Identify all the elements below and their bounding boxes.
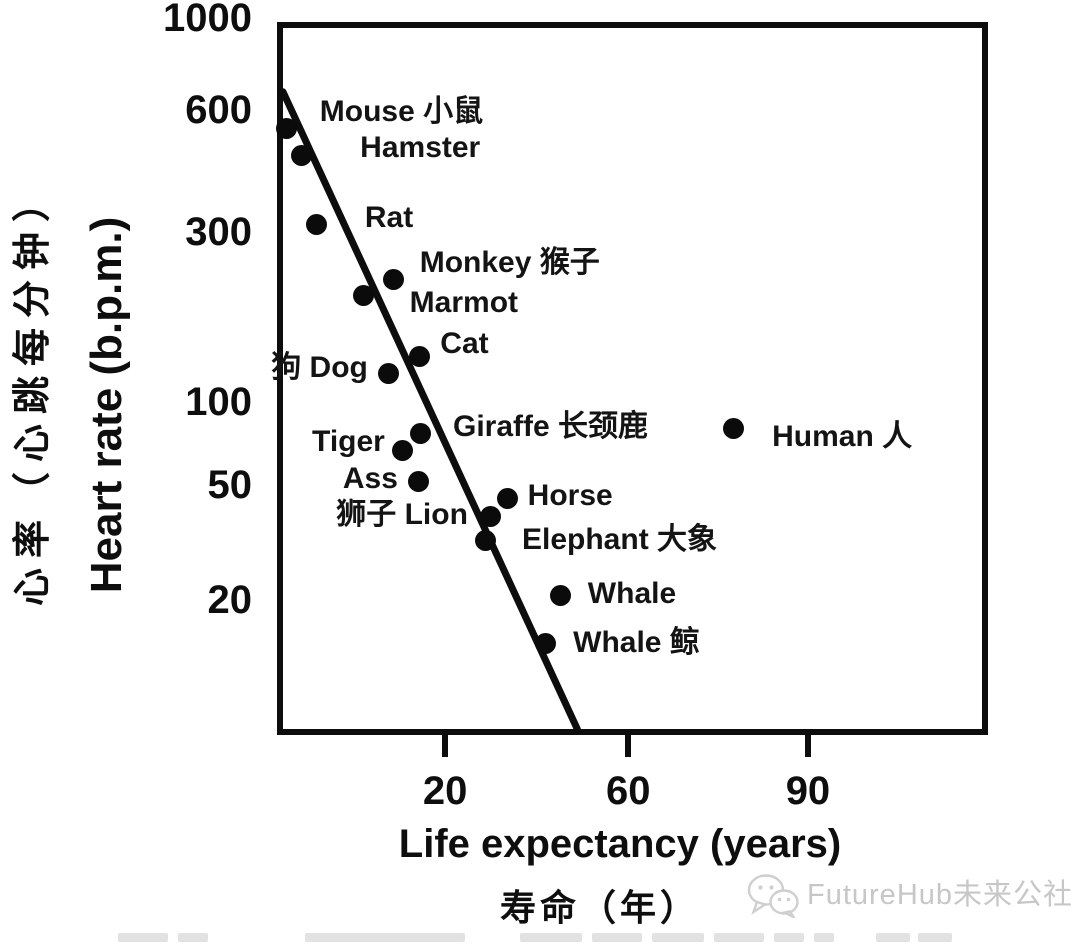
caption-fragment <box>520 933 582 942</box>
data-point-whale <box>535 632 557 654</box>
point-label-tiger: Tiger <box>312 425 385 458</box>
data-point-rat <box>305 214 327 236</box>
point-label-mouse: Mouse 小鼠 <box>319 95 484 129</box>
point-label-giraffe: Giraffe 长颈鹿 <box>453 410 649 444</box>
point-label-cat: Cat <box>440 327 489 361</box>
data-point-mouse <box>275 118 297 140</box>
caption-fragment <box>305 933 465 942</box>
y-tick-label: 600 <box>185 88 252 133</box>
caption-fragment <box>814 933 834 942</box>
point-label-human: Human 人 <box>772 420 913 454</box>
trend-line <box>279 88 581 733</box>
point-label-dog: 狗 Dog <box>271 350 368 384</box>
y-tick-label: 300 <box>185 209 252 254</box>
x-tick-mark <box>442 735 449 757</box>
plot-area: Mouse 小鼠 Hamster Rat Monkey 猴子 Marmot Cat 狗 Do… <box>271 22 988 735</box>
point-label-marmot: Marmot <box>409 286 519 320</box>
watermark-text: FutureHub未来公社 <box>807 879 1074 911</box>
point-label-whale: Whale <box>587 577 677 611</box>
data-point-marmot <box>352 285 374 307</box>
data-point-elephant <box>475 529 496 551</box>
caption-fragment <box>876 933 910 942</box>
point-label-lion: 狮子 Lion <box>336 497 468 531</box>
point-label-whale: Whale 鲸 <box>573 625 700 659</box>
x-tick-mark <box>625 735 632 757</box>
data-point-cat <box>409 346 431 368</box>
x-tick-mark <box>804 735 811 757</box>
caption-fragment <box>652 933 704 942</box>
caption-fragment <box>918 933 952 942</box>
caption-fragment <box>774 933 804 942</box>
data-point-whale <box>549 585 571 607</box>
data-point-lion <box>479 505 501 527</box>
point-label-monkey: Monkey 猴子 <box>419 245 600 279</box>
data-point-ass <box>407 470 429 492</box>
wechat-logo-icon <box>747 874 799 918</box>
point-label-hamster: Hamster <box>360 130 481 164</box>
data-point-giraffe <box>410 423 431 445</box>
caption-fragment <box>592 933 642 942</box>
data-point-horse <box>496 487 518 509</box>
caption-fragment <box>178 933 208 942</box>
y-tick-label: 1000 <box>163 0 252 41</box>
data-point-hamster <box>291 144 313 166</box>
x-tick-label: 90 <box>785 769 831 813</box>
cropped-caption <box>0 932 1080 945</box>
caption-fragment <box>714 933 764 942</box>
x-axis-title: Life expectancy (years) <box>398 822 842 866</box>
y-tick-label: 100 <box>185 379 252 424</box>
point-label-ass: Ass <box>342 461 398 495</box>
point-label-rat: Rat <box>364 201 414 235</box>
x-axis-title-chinese: 寿命（年） <box>499 887 701 928</box>
x-tick-label: 60 <box>606 769 651 813</box>
data-point-monkey <box>382 268 404 290</box>
caption-fragment <box>118 933 168 942</box>
data-point-human <box>723 418 745 440</box>
data-point-tiger <box>391 440 413 461</box>
y-tick-label: 20 <box>207 578 253 623</box>
y-tick-label: 50 <box>207 463 253 508</box>
trend-line-path <box>279 88 581 733</box>
point-label-horse: Horse <box>527 478 613 512</box>
point-label-elephant: Elephant 大象 <box>522 522 718 556</box>
data-point-dog <box>377 362 399 384</box>
x-tick-label: 20 <box>422 769 468 813</box>
watermark: FutureHub未来公社 <box>746 872 1073 918</box>
